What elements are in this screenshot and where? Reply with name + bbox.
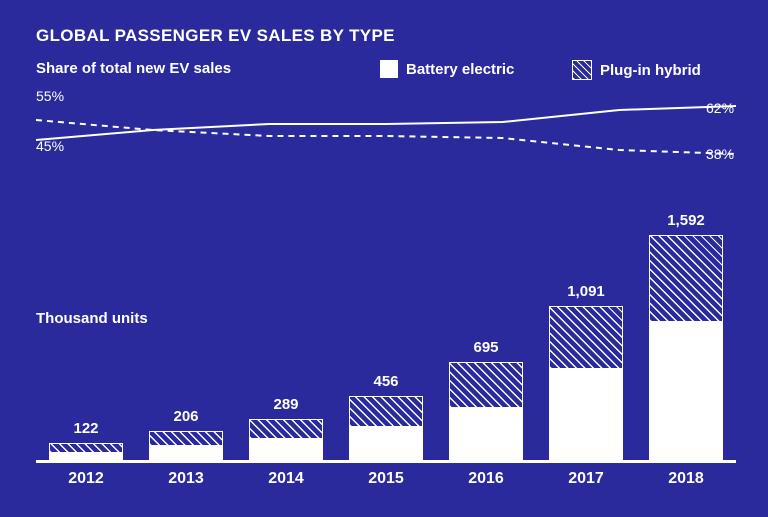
bar-seg-bev bbox=[449, 407, 523, 460]
year-label: 2018 bbox=[649, 470, 723, 488]
year-label: 2013 bbox=[149, 470, 223, 488]
legend-label-bev: Battery electric bbox=[406, 61, 514, 78]
bar-total-label: 695 bbox=[449, 339, 523, 356]
bar-seg-bev bbox=[349, 426, 423, 460]
bar-seg-bev bbox=[249, 438, 323, 460]
bar-seg-phev bbox=[149, 431, 223, 446]
bar-seg-bev bbox=[49, 452, 123, 460]
share-line-bev bbox=[36, 106, 736, 140]
bar-baseline bbox=[36, 460, 736, 463]
bar-seg-bev bbox=[549, 368, 623, 460]
bar-total-label: 289 bbox=[249, 396, 323, 413]
year-label: 2016 bbox=[449, 470, 523, 488]
units-label: Thousand units bbox=[36, 310, 148, 327]
share-start-label: 45% bbox=[36, 138, 64, 154]
chart-title: GLOBAL PASSENGER EV SALES BY TYPE bbox=[36, 26, 395, 46]
bar-total-label: 1,592 bbox=[649, 212, 723, 229]
legend-item-phev: Plug-in hybrid bbox=[572, 60, 701, 80]
bar-seg-phev bbox=[649, 235, 723, 320]
share-end-label: 38% bbox=[706, 146, 734, 162]
bar-total-label: 122 bbox=[49, 420, 123, 437]
bar-total-label: 456 bbox=[349, 373, 423, 390]
year-label: 2015 bbox=[349, 470, 423, 488]
bar-seg-phev bbox=[49, 443, 123, 452]
legend-swatch-bev bbox=[380, 60, 398, 78]
bar-total-label: 1,091 bbox=[549, 283, 623, 300]
year-label: 2017 bbox=[549, 470, 623, 488]
share-end-label: 62% bbox=[706, 100, 734, 116]
legend-label-phev: Plug-in hybrid bbox=[600, 62, 701, 79]
legend-item-bev: Battery electric bbox=[380, 60, 514, 78]
year-label: 2014 bbox=[249, 470, 323, 488]
bar-seg-phev bbox=[549, 306, 623, 368]
bar-seg-phev bbox=[449, 362, 523, 407]
share-line-phev bbox=[36, 120, 736, 154]
bar-seg-phev bbox=[349, 396, 423, 426]
legend-swatch-phev bbox=[572, 60, 592, 80]
share-start-label: 55% bbox=[36, 88, 64, 104]
bar-total-label: 206 bbox=[149, 408, 223, 425]
bar-seg-bev bbox=[649, 321, 723, 460]
share-subtitle: Share of total new EV sales bbox=[36, 60, 231, 77]
year-label: 2012 bbox=[49, 470, 123, 488]
bar-seg-phev bbox=[249, 419, 323, 438]
bar-seg-bev bbox=[149, 445, 223, 460]
